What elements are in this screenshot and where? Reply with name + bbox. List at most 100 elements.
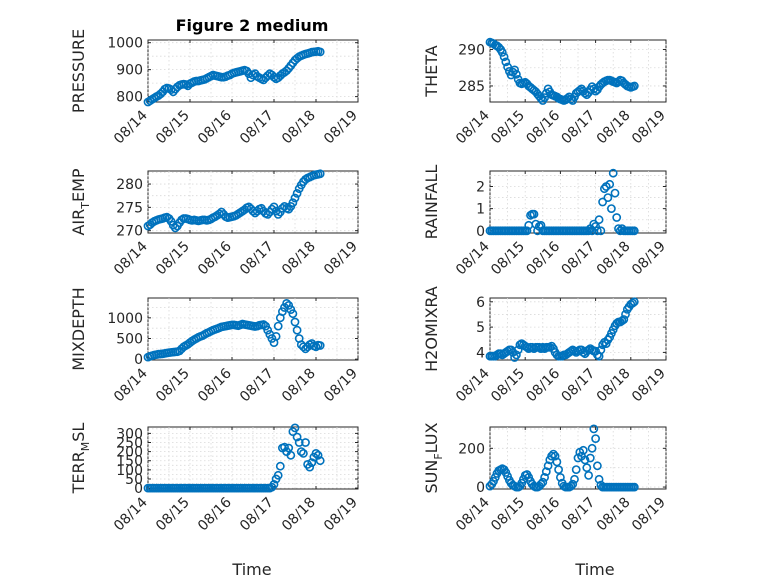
x-tick-label: 08/14 (111, 494, 151, 534)
data-point (512, 69, 521, 79)
x-tick-label: 08/15 (488, 366, 528, 406)
y-tick-label: 250 (116, 436, 143, 452)
x-tick-label: 08/17 (237, 108, 277, 148)
data-point (263, 325, 273, 335)
x-tick-label: 08/17 (559, 108, 599, 148)
data-point (587, 443, 597, 453)
data-point (594, 474, 604, 484)
data-point (263, 209, 273, 219)
data-point (315, 341, 325, 350)
y-axis-label: RAINFALL (422, 165, 441, 240)
y-tick-label: 0 (476, 224, 485, 240)
y-tick-label: 1000 (107, 36, 143, 52)
data-point (593, 226, 602, 236)
x-tick-label: 08/15 (153, 495, 193, 535)
x-tick-label: 08/15 (488, 239, 528, 279)
x-tick-label: 08/16 (195, 365, 235, 405)
axes-mixdepth: 08/14 08/15 08/16 08/17 08/18 08/19 0 500 1000 MI… (69, 287, 361, 405)
data-point (273, 321, 283, 331)
x-tick-label: 08/14 (453, 494, 493, 534)
y-axis-label: MIXDEPTH (69, 287, 88, 370)
data-point (290, 193, 300, 203)
y-tick-label: 6 (476, 295, 485, 311)
y-tick-label: 800 (116, 90, 143, 106)
x-tick-label: 08/19 (321, 108, 361, 148)
x-tick-label: 08/15 (488, 108, 528, 148)
x-axis-label-right: Time (574, 560, 614, 579)
data-point (552, 457, 562, 467)
data-point (554, 465, 563, 474)
y-tick-label: 270 (116, 224, 143, 240)
data-point (566, 481, 576, 491)
data-point (267, 204, 277, 214)
data-point (307, 458, 317, 467)
axes-terr_msl: 08/14 08/15 08/16 08/17 08/18 08/190501001502… (69, 423, 361, 535)
x-tick-label: 08/17 (237, 495, 277, 535)
data-point (311, 448, 321, 458)
data-point (275, 461, 285, 471)
x-tick-label: 08/19 (321, 366, 361, 406)
axes-pressure: 08/14 08/15 08/16 08/17 08/18 08/19 800 900 1000… (69, 29, 361, 147)
data-point (628, 298, 637, 308)
data-point (584, 226, 593, 236)
x-tick-label: 08/14 (453, 107, 493, 147)
data-point (621, 309, 630, 319)
x-tick-label: 08/14 (111, 238, 151, 278)
data-point (593, 461, 602, 471)
series-mixdepth (143, 298, 325, 362)
data-point (568, 479, 578, 489)
x-tick-label: 08/16 (523, 494, 563, 534)
data-point (510, 65, 519, 75)
y-tick-label: 200 (116, 445, 143, 461)
data-point (596, 345, 606, 355)
data-point (269, 202, 279, 212)
y-tick-label: 0 (134, 352, 143, 368)
data-point (629, 482, 639, 492)
data-point (269, 479, 279, 489)
y-tick-label: 275 (116, 200, 143, 216)
data-point (499, 52, 509, 62)
data-point (605, 179, 615, 189)
y-axis-label: PRESSURE (69, 29, 88, 113)
x-tick-label: 08/15 (153, 239, 193, 279)
data-point (305, 462, 315, 472)
x-tick-label: 08/14 (453, 238, 493, 278)
data-point (549, 449, 558, 459)
data-point (290, 423, 300, 433)
x-tick-label: 08/14 (111, 107, 151, 147)
x-tick-label: 08/18 (279, 239, 319, 279)
data-point (596, 226, 606, 236)
data-point (571, 465, 581, 474)
data-point (315, 456, 325, 466)
data-point (547, 451, 556, 461)
data-point (543, 461, 553, 471)
data-point (501, 57, 511, 67)
x-tick-label: 08/17 (559, 366, 599, 406)
y-tick-label: 50 (125, 472, 143, 488)
x-tick-label: 08/18 (279, 366, 319, 406)
data-point (612, 213, 622, 222)
y-tick-label: 0 (476, 480, 485, 496)
data-point (298, 448, 308, 458)
x-tick-label: 08/16 (523, 107, 563, 147)
y-axis-label: H2OMIXRA (422, 286, 441, 372)
x-tick-label: 08/18 (594, 108, 634, 148)
data-point (315, 169, 325, 179)
data-point (550, 451, 560, 461)
data-point (610, 188, 620, 198)
data-point (540, 93, 549, 102)
axes-frame (489, 170, 667, 234)
x-tick-label: 08/19 (629, 108, 669, 148)
data-point (629, 297, 639, 307)
data-point (629, 226, 639, 236)
x-tick-label: 08/16 (195, 494, 235, 534)
data-point (556, 472, 565, 482)
data-point (271, 331, 281, 341)
data-point (290, 317, 300, 327)
data-point (513, 345, 523, 355)
series-rainfall (485, 168, 639, 236)
y-tick-label: 900 (116, 63, 143, 79)
data-point (315, 47, 325, 57)
